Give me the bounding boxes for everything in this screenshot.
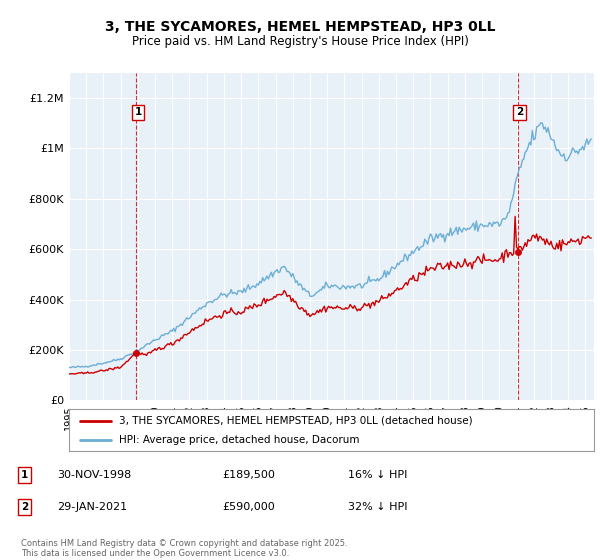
Text: 1: 1 (21, 470, 28, 480)
Text: Contains HM Land Registry data © Crown copyright and database right 2025.
This d: Contains HM Land Registry data © Crown c… (21, 539, 347, 558)
Text: 2: 2 (516, 107, 523, 117)
Text: 30-NOV-1998: 30-NOV-1998 (57, 470, 131, 480)
Text: 3, THE SYCAMORES, HEMEL HEMPSTEAD, HP3 0LL (detached house): 3, THE SYCAMORES, HEMEL HEMPSTEAD, HP3 0… (119, 416, 473, 426)
Text: £590,000: £590,000 (222, 502, 275, 512)
Text: 2: 2 (21, 502, 28, 512)
Text: Price paid vs. HM Land Registry's House Price Index (HPI): Price paid vs. HM Land Registry's House … (131, 35, 469, 48)
Text: 3, THE SYCAMORES, HEMEL HEMPSTEAD, HP3 0LL: 3, THE SYCAMORES, HEMEL HEMPSTEAD, HP3 0… (105, 20, 495, 34)
Text: 32% ↓ HPI: 32% ↓ HPI (348, 502, 407, 512)
Text: £189,500: £189,500 (222, 470, 275, 480)
Text: 29-JAN-2021: 29-JAN-2021 (57, 502, 127, 512)
Text: HPI: Average price, detached house, Dacorum: HPI: Average price, detached house, Daco… (119, 435, 359, 445)
Text: 16% ↓ HPI: 16% ↓ HPI (348, 470, 407, 480)
Text: 1: 1 (134, 107, 142, 117)
